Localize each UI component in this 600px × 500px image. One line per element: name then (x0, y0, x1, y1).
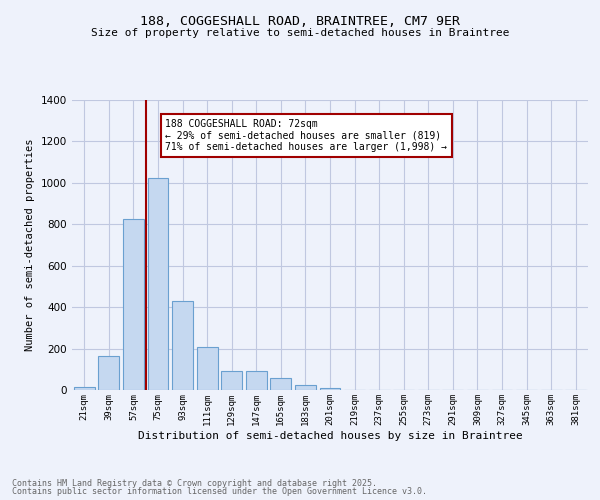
Text: 188, COGGESHALL ROAD, BRAINTREE, CM7 9ER: 188, COGGESHALL ROAD, BRAINTREE, CM7 9ER (140, 15, 460, 28)
Bar (271, 378, 292, 390)
Bar (320, 388, 340, 390)
Bar (197, 346, 218, 390)
Bar (246, 372, 267, 390)
Y-axis label: Number of semi-detached properties: Number of semi-detached properties (25, 138, 35, 352)
Bar (74, 387, 95, 390)
Bar (98, 356, 119, 390)
Text: Contains HM Land Registry data © Crown copyright and database right 2025.: Contains HM Land Registry data © Crown c… (12, 478, 377, 488)
X-axis label: Distribution of semi-detached houses by size in Braintree: Distribution of semi-detached houses by … (137, 430, 523, 440)
Bar (295, 386, 316, 390)
Text: 188 COGGESHALL ROAD: 72sqm
← 29% of semi-detached houses are smaller (819)
71% o: 188 COGGESHALL ROAD: 72sqm ← 29% of semi… (166, 118, 448, 152)
Text: Size of property relative to semi-detached houses in Braintree: Size of property relative to semi-detach… (91, 28, 509, 38)
Bar (221, 372, 242, 390)
Bar (172, 301, 193, 390)
Bar (148, 178, 169, 390)
Bar (123, 219, 144, 390)
Text: Contains public sector information licensed under the Open Government Licence v3: Contains public sector information licen… (12, 488, 427, 496)
